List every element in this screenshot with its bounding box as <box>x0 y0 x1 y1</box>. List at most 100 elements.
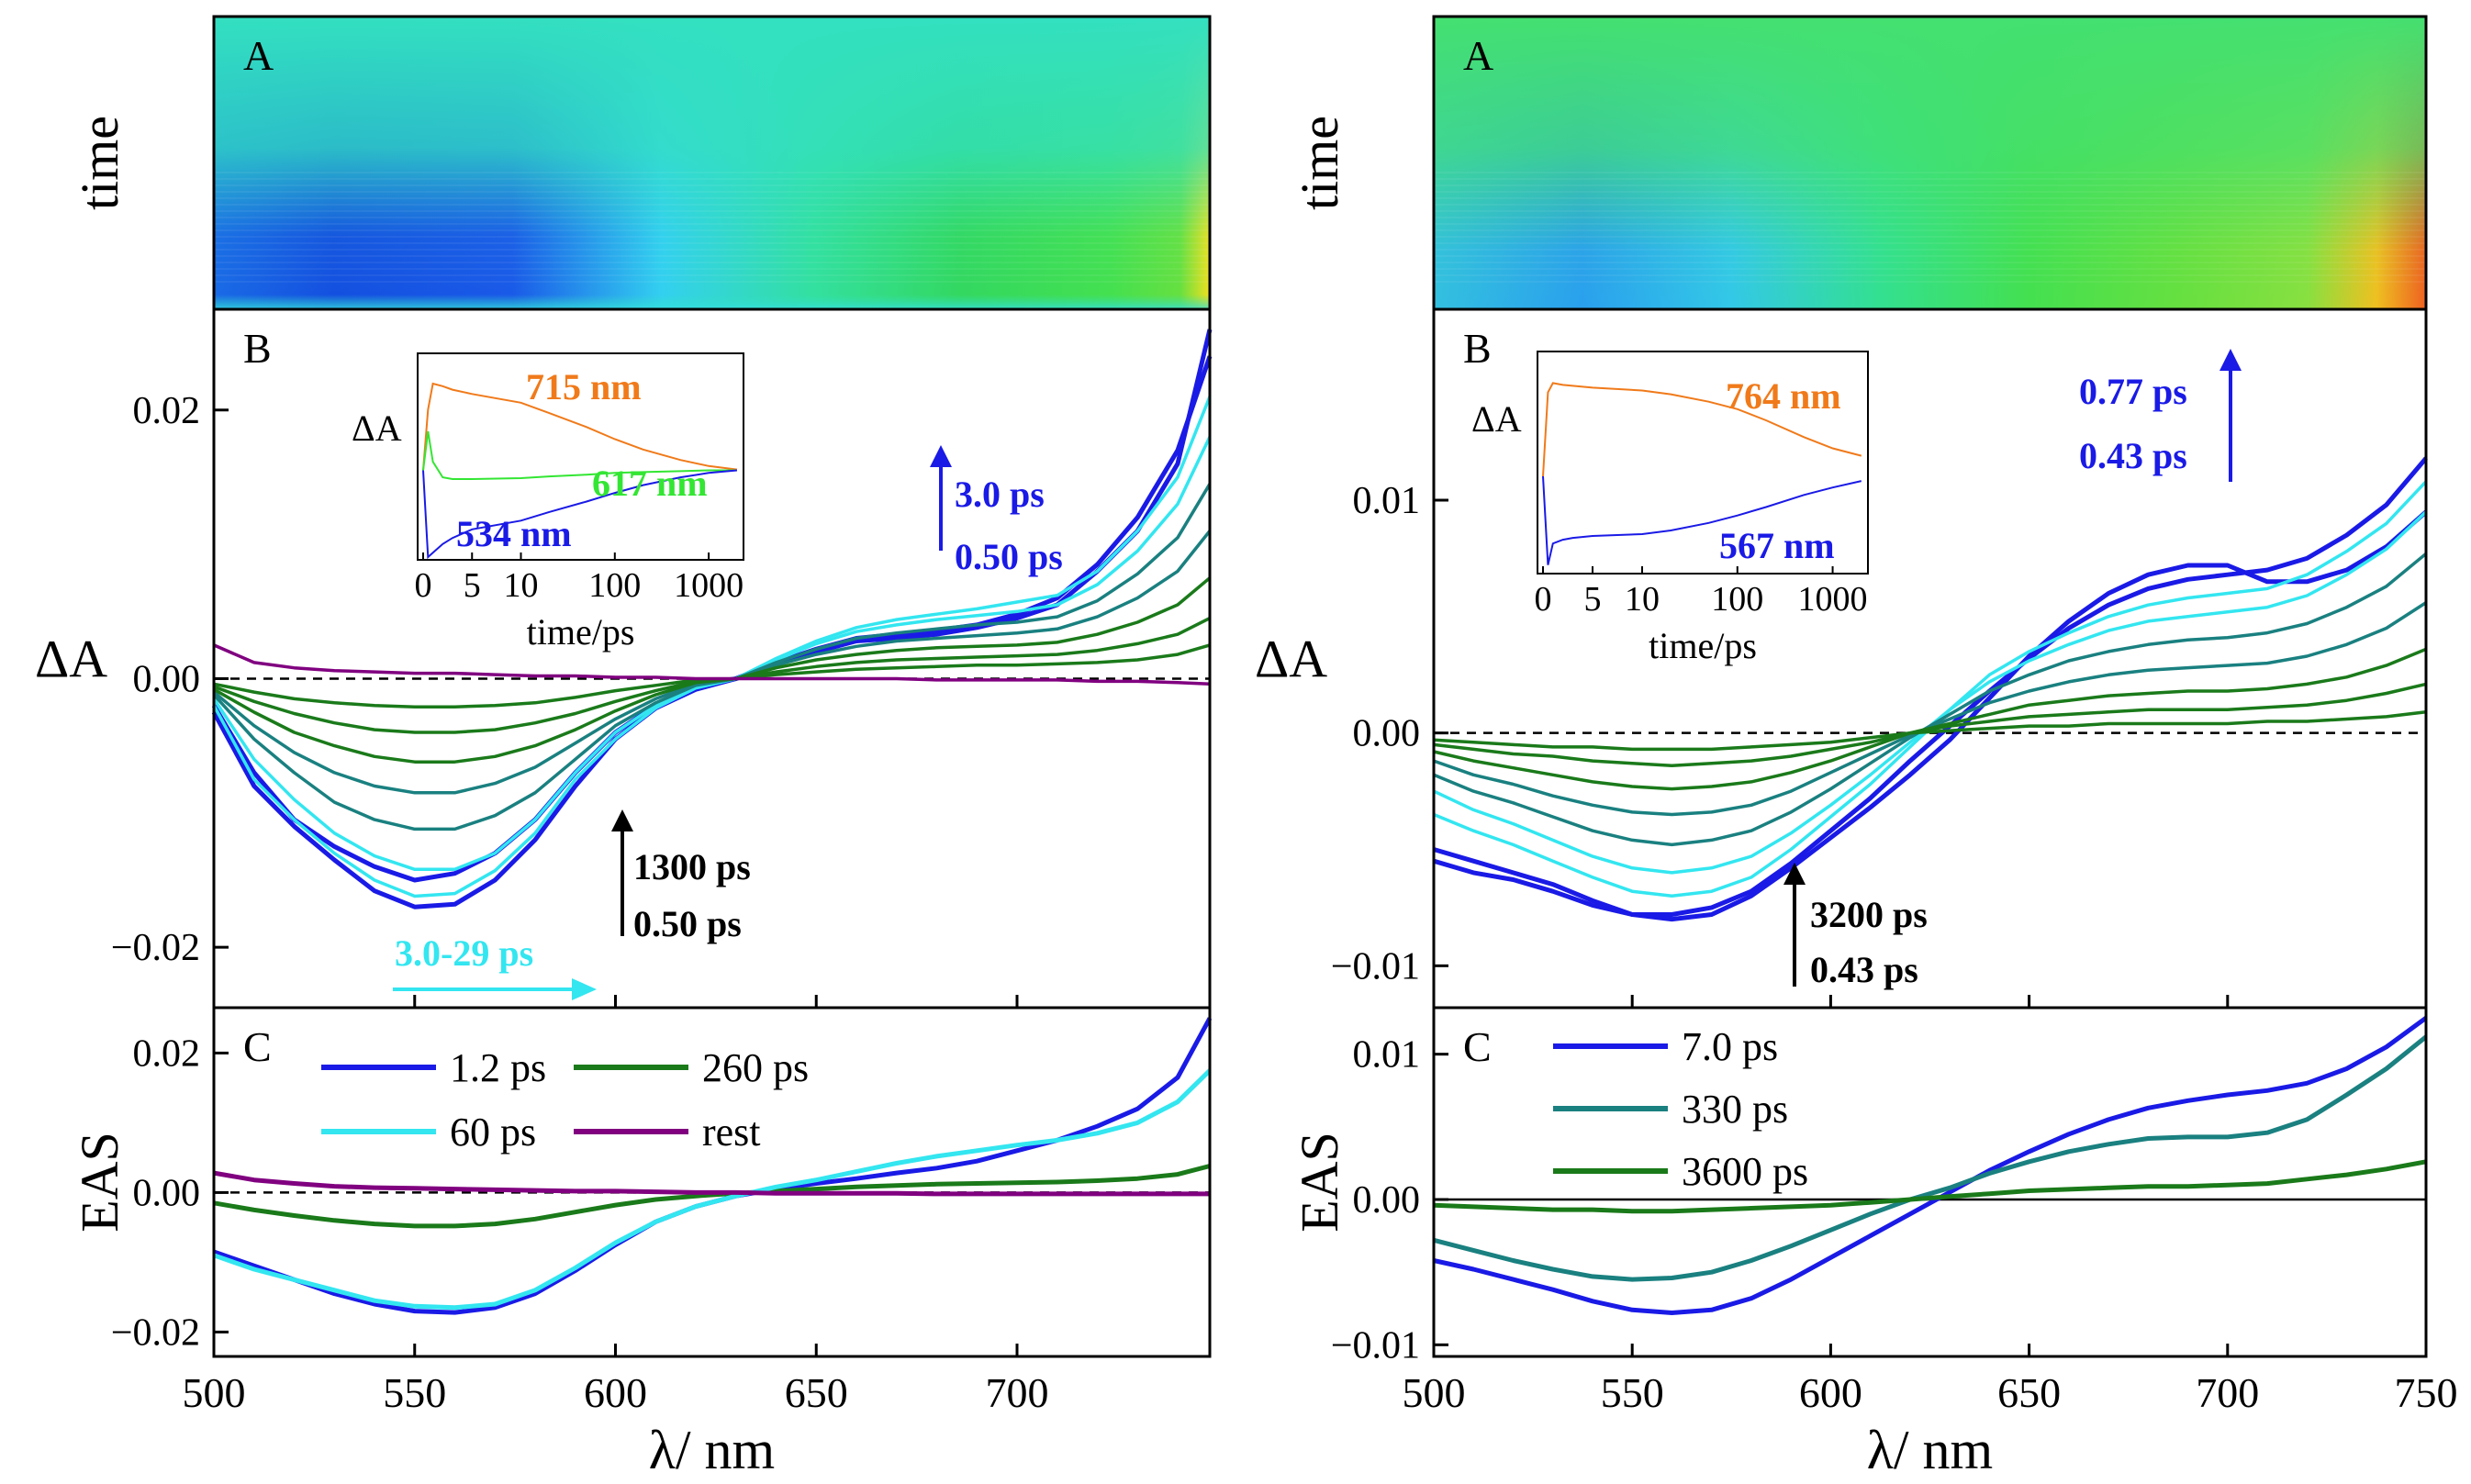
legend-label: 260 ps <box>702 1045 809 1090</box>
eas-trace-1 <box>1433 1016 2428 1315</box>
arrow-head <box>572 978 597 1000</box>
eas-trace-4 <box>213 1170 1210 1197</box>
annotation: 3.0-29 ps <box>395 932 533 974</box>
ytick-label: 0.00 <box>133 658 201 700</box>
axes-frame <box>1432 1006 2428 1358</box>
arrow-head <box>611 809 633 831</box>
eas-left: C EAS 0.02 0.00 −0.02 1.2 ps 260 ps 60 ps rest <box>70 1017 1213 1354</box>
heatmap-overlay <box>1434 17 2426 309</box>
inset-trace-2 <box>1542 475 1862 565</box>
annotation: 3200 ps <box>1810 894 1928 935</box>
ytick-label: 0.01 <box>1353 480 1421 522</box>
annotation: 0.43 ps <box>2079 435 2187 476</box>
xtick-label: 750 <box>2395 1369 2458 1416</box>
legend-label: 3600 ps <box>1682 1149 1808 1194</box>
transient-trace-1 <box>1433 509 2428 922</box>
transient-label: B <box>243 325 272 372</box>
inset-xtick-label: 0 <box>415 566 432 605</box>
inset-trace-1 <box>422 382 738 471</box>
inset-trace-label: 617 nm <box>592 463 708 504</box>
ytick-label: −0.01 <box>1331 945 1420 987</box>
eas-trace-2 <box>1433 1034 2428 1282</box>
eas-ylabel: EAS <box>1290 1132 1349 1233</box>
inset-trace-label: 534 nm <box>456 513 572 554</box>
inset-xtick-label: 1000 <box>674 566 744 605</box>
inset-trace-2 <box>422 430 737 480</box>
x-axis-label: λ/ nm <box>649 1420 775 1480</box>
transient-trace-8 <box>213 617 1211 734</box>
arrow-head <box>930 445 952 467</box>
inset-trace-1 <box>1542 382 1862 477</box>
transient-label: B <box>1463 325 1492 372</box>
inset-xtick-label: 0 <box>1535 580 1552 619</box>
annotation: 1300 ps <box>633 846 751 887</box>
ytick-label: 0.00 <box>133 1172 201 1214</box>
inset-xtick-label: 10 <box>1625 580 1660 619</box>
eas-ylabel: EAS <box>70 1132 129 1233</box>
inset-xlabel: time/ps <box>1649 625 1757 666</box>
xtick-label: 550 <box>383 1369 446 1416</box>
eas-trace-3 <box>1433 1159 2427 1214</box>
inset-trace-3 <box>422 469 737 560</box>
inset-trace-label: 715 nm <box>526 366 642 407</box>
eas-label: C <box>243 1023 272 1070</box>
inset-xtick-label: 5 <box>1584 580 1602 619</box>
ytick-label: 0.00 <box>1353 1179 1421 1222</box>
eas-label: C <box>1463 1023 1492 1070</box>
x-axis-label: λ/ nm <box>1867 1420 1993 1480</box>
xtick-label: 700 <box>986 1369 1049 1416</box>
heatmap-overlay <box>214 17 1210 309</box>
heatmap-label: A <box>243 32 274 79</box>
xtick-label: 500 <box>1403 1369 1466 1416</box>
legend-label: 330 ps <box>1682 1087 1788 1132</box>
ytick-label: 0.00 <box>1353 713 1421 755</box>
inset-xtick-label: 1000 <box>1798 580 1868 619</box>
transient-trace-5 <box>1433 552 2428 847</box>
ytick-label: 0.02 <box>133 1032 201 1075</box>
xtick-label: 700 <box>2196 1369 2259 1416</box>
inset-xtick-label: 10 <box>504 566 539 605</box>
eas-legend: 7.0 ps 330 ps 3600 ps <box>1553 1024 1808 1194</box>
annotation: 0.50 ps <box>955 536 1063 577</box>
heatmap-ylabel: time <box>70 116 129 210</box>
xtick-label: 500 <box>183 1369 246 1416</box>
legend-label: rest <box>702 1110 761 1155</box>
annotation: 0.43 ps <box>1810 949 1918 990</box>
transient-ylabel: ΔA <box>1255 630 1327 689</box>
inset-ylabel: ΔA <box>1471 398 1522 440</box>
legend-label: 7.0 ps <box>1682 1024 1778 1069</box>
inset-trace-label: 567 nm <box>1719 525 1835 566</box>
eas-trace-3 <box>213 1068 1212 1311</box>
transient-left: B ΔA 0.02 0.00 −0.02 3.0 ps 0.50 ps 1300 ps 0.50… <box>35 325 1213 1000</box>
legend-label: 1.2 ps <box>450 1045 546 1090</box>
inset-frame <box>417 352 744 561</box>
transient-trace-10 <box>213 643 1211 686</box>
annotation: 0.50 ps <box>633 903 742 944</box>
xtick-label: 600 <box>1799 1369 1862 1416</box>
transient-ylabel: ΔA <box>35 630 107 689</box>
axes-frame <box>212 1006 1212 1358</box>
ytick-label: 0.02 <box>133 390 201 432</box>
inset-right: 0 5 10 100 1000 time/ps ΔA 764 nm 567 nm <box>1471 351 1869 666</box>
eas-legend: 1.2 ps 260 ps 60 ps rest <box>321 1045 809 1155</box>
transient-right: B ΔA 0.01 0.00 −0.01 0.77 ps 0.43 ps 3200 ps 0.4… <box>1255 325 2428 990</box>
arrow-head <box>2219 349 2242 371</box>
heatmap-label: A <box>1463 32 1493 79</box>
annotation: 0.77 ps <box>2079 371 2187 412</box>
transient-trace-7 <box>1433 647 2427 791</box>
heatmap-ylabel: time <box>1290 116 1349 210</box>
xtick-label: 600 <box>584 1369 647 1416</box>
inset-xlabel: time/ps <box>527 611 635 653</box>
inset-ylabel: ΔA <box>352 407 402 449</box>
arrow-head <box>1783 863 1806 885</box>
inset-trace-label: 764 nm <box>1726 375 1841 417</box>
legend-label: 60 ps <box>450 1110 536 1155</box>
xtick-label: 650 <box>1997 1369 2061 1416</box>
inset-xtick-label: 5 <box>464 566 481 605</box>
ytick-label: 0.01 <box>1353 1034 1421 1077</box>
xtick-label: 550 <box>1601 1369 1664 1416</box>
transient-trace-2 <box>1433 456 2428 917</box>
